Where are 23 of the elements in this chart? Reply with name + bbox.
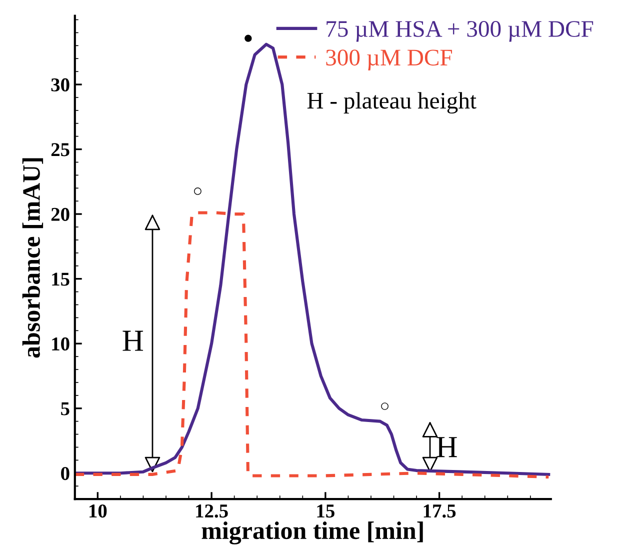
annotation: ○ xyxy=(194,188,202,195)
y-tick-label: 10 xyxy=(52,337,70,351)
legend-label: 300 µM DCF xyxy=(326,50,452,70)
y-tick-label: 20 xyxy=(51,208,70,221)
annotation: ● xyxy=(244,34,252,42)
annotation: H xyxy=(122,330,144,351)
x-tick-label: 10 xyxy=(90,504,107,518)
y-tick-label: 15 xyxy=(52,272,70,286)
y-tick-label: 0 xyxy=(61,466,70,480)
y-tick-label: 5 xyxy=(61,402,70,416)
annotation: H xyxy=(436,437,457,458)
x-tick-label: 15 xyxy=(317,504,334,518)
x-tick-label: 17.5 xyxy=(424,504,456,518)
annotation: ○ xyxy=(381,402,388,410)
line-series xyxy=(74,42,550,476)
y-axis-title: absorbance [mAU] xyxy=(22,158,44,358)
y-tick-label: 25 xyxy=(51,143,70,156)
y-tick-label: 30 xyxy=(51,78,70,92)
x-axis-title: migration time [min] xyxy=(202,522,423,544)
line-series xyxy=(74,211,550,479)
annotation: H - plateau height xyxy=(307,92,476,114)
x-tick-label: 12.5 xyxy=(196,504,228,518)
legend-label: 75 µM HSA + 300 µM DCF xyxy=(326,21,594,42)
